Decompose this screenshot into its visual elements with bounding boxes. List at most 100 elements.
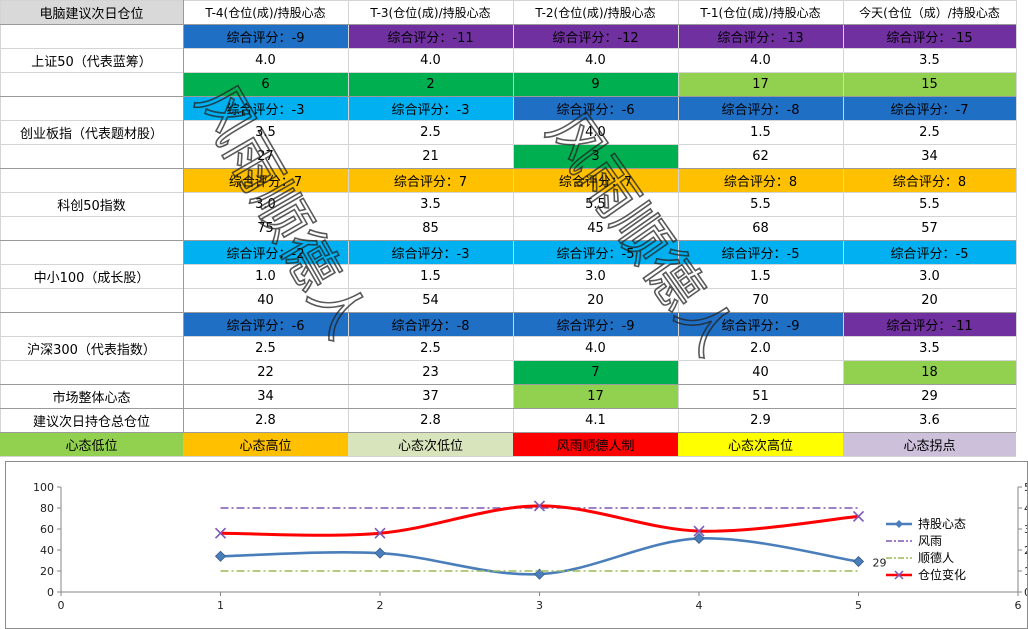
position-cell: 2.5 bbox=[420, 340, 441, 356]
mood-cell: 2 bbox=[348, 72, 513, 96]
group-separator bbox=[0, 240, 1016, 241]
market-mood-label: 市场整体心态 bbox=[52, 390, 131, 406]
x-tick-label: 3 bbox=[536, 599, 543, 612]
mood-cell: 17 bbox=[678, 72, 843, 96]
data-point bbox=[374, 527, 386, 539]
mood-cell: 22 bbox=[257, 364, 274, 380]
composite-score-cell: 综合评分：-9 bbox=[513, 312, 678, 336]
composite-score-cell: 综合评分：-9 bbox=[183, 24, 348, 48]
position-cell: 5.5 bbox=[919, 196, 940, 212]
composite-score-cell: 综合评分：-7 bbox=[843, 96, 1016, 120]
mood-cell: 21 bbox=[422, 148, 439, 164]
mood-cell: 18 bbox=[843, 360, 1016, 384]
composite-score-cell: 综合评分：-11 bbox=[348, 24, 513, 48]
y2-tick-label: 3 bbox=[1024, 523, 1027, 536]
index-name-label: 科创50指数 bbox=[57, 198, 126, 214]
y2-tick-label: 4 bbox=[1024, 502, 1027, 515]
color-legend-cell: 心态次低位 bbox=[348, 432, 513, 456]
position-cell: 5.5 bbox=[585, 196, 606, 212]
position-cell: 3.0 bbox=[255, 196, 276, 212]
legend-label: 风雨 bbox=[918, 534, 942, 548]
market-mood-cell: 37 bbox=[422, 388, 439, 404]
position-cell: 1.5 bbox=[750, 268, 771, 284]
position-cell: 5.5 bbox=[750, 196, 771, 212]
total-position-cell: 3.6 bbox=[919, 412, 940, 428]
market-mood-cell: 17 bbox=[513, 384, 678, 408]
data-point bbox=[214, 527, 227, 539]
y2-tick-label: 0 bbox=[1024, 586, 1027, 599]
total-position-cell: 2.9 bbox=[750, 412, 771, 428]
corner-header: 电脑建议次日仓位 bbox=[0, 0, 183, 24]
legend-label: 顺德人 bbox=[918, 550, 954, 565]
y2-tick-label: 2 bbox=[1024, 544, 1027, 557]
mood-cell: 15 bbox=[843, 72, 1016, 96]
column-header: T-4(仓位(成)/持股心态 bbox=[205, 5, 326, 20]
position-cell: 2.5 bbox=[255, 340, 276, 356]
data-point bbox=[374, 547, 386, 559]
position-cell: 4.0 bbox=[585, 52, 606, 68]
column-header: T-2(仓位(成)/持股心态 bbox=[535, 5, 656, 20]
grid-line bbox=[0, 264, 1016, 265]
composite-score-cell: 综合评分：-3 bbox=[348, 96, 513, 120]
grid-line bbox=[0, 120, 1016, 121]
mood-cell: 40 bbox=[257, 292, 274, 308]
mood-cell: 27 bbox=[257, 148, 274, 164]
composite-score-cell: 综合评分：-9 bbox=[678, 312, 843, 336]
x-tick-label: 2 bbox=[377, 599, 384, 612]
column-header: 今天(仓位（成）/持股心态 bbox=[859, 5, 1000, 20]
y-tick-label: 40 bbox=[40, 544, 54, 557]
market-mood-cell: 51 bbox=[752, 388, 769, 404]
y-tick-label: 60 bbox=[40, 523, 54, 536]
x-tick-label: 1 bbox=[217, 599, 224, 612]
composite-score-cell: 综合评分：8 bbox=[843, 168, 1016, 192]
data-label: 29 bbox=[873, 557, 887, 570]
position-table: 电脑建议次日仓位 T-4(仓位(成)/持股心态 T-3(仓位(成)/持股心态 T-2(… bbox=[0, 0, 1017, 457]
grid-line bbox=[0, 144, 1016, 145]
composite-score-cell: 综合评分：7 bbox=[183, 168, 348, 192]
total-position-label: 建议次日持仓总仓位 bbox=[32, 414, 150, 430]
x-tick-label: 0 bbox=[58, 599, 65, 612]
legend-label: 持股心态 bbox=[918, 516, 966, 531]
position-cell: 4.0 bbox=[750, 52, 771, 68]
composite-score-cell: 综合评分：-15 bbox=[843, 24, 1016, 48]
position-cell: 4.0 bbox=[585, 124, 606, 140]
market-mood-cell: 29 bbox=[921, 388, 938, 404]
x-tick-label: 4 bbox=[696, 599, 703, 612]
data-point bbox=[852, 555, 865, 568]
color-legend-cell: 风雨顺德人制 bbox=[513, 432, 678, 456]
position-cell: 4.0 bbox=[255, 52, 276, 68]
group-separator bbox=[0, 24, 1016, 25]
y-tick-label: 20 bbox=[40, 565, 54, 578]
index-name-label: 中小100（成长股） bbox=[33, 270, 150, 286]
y-tick-label: 100 bbox=[33, 481, 54, 494]
grid-line bbox=[678, 0, 679, 432]
group-separator bbox=[0, 408, 1016, 409]
group-separator bbox=[0, 384, 1016, 385]
mood-cell: 62 bbox=[752, 148, 769, 164]
grid-line bbox=[0, 192, 1016, 193]
mood-cell: 20 bbox=[921, 292, 938, 308]
composite-score-cell: 综合评分：-5 bbox=[678, 240, 843, 264]
position-cell: 3.5 bbox=[255, 124, 276, 140]
grid-line bbox=[1016, 0, 1017, 432]
group-separator bbox=[0, 312, 1016, 313]
mood-cell: 23 bbox=[422, 364, 439, 380]
grid-line bbox=[0, 336, 1016, 337]
data-point bbox=[693, 532, 705, 545]
index-name-label: 上证50（代表蓝筹） bbox=[31, 54, 152, 70]
legend-label: 仓位变化 bbox=[918, 567, 966, 582]
mood-cell: 20 bbox=[587, 292, 604, 308]
grid-line bbox=[0, 48, 1016, 49]
position-cell: 3.0 bbox=[585, 268, 606, 284]
position-cell: 3.5 bbox=[919, 52, 940, 68]
composite-score-cell: 综合评分：-6 bbox=[513, 96, 678, 120]
x-tick-label: 6 bbox=[1015, 599, 1022, 612]
mood-cell: 34 bbox=[921, 148, 938, 164]
series-line bbox=[220, 504, 859, 537]
data-point bbox=[852, 510, 865, 522]
row-header-separator bbox=[183, 0, 184, 432]
composite-score-cell: 综合评分：-3 bbox=[183, 96, 348, 120]
mood-cell: 68 bbox=[752, 220, 769, 236]
color-legend-cell: 心态次高位 bbox=[678, 432, 843, 456]
